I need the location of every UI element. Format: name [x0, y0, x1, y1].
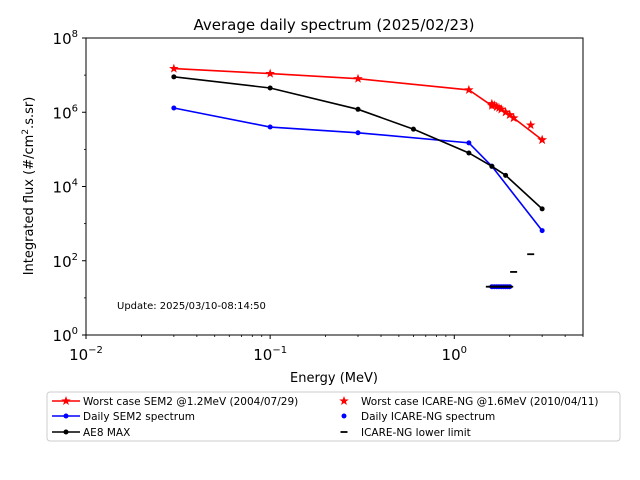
y-tick-label-exponent: 8: [72, 29, 78, 40]
y-tick-label-base: 10: [53, 30, 72, 48]
y-tick-label: 106: [53, 103, 78, 122]
data-point: [496, 104, 507, 114]
data-point: [169, 63, 179, 73]
data-point: [267, 85, 273, 91]
legend-box: [46, 391, 621, 442]
legend-label: Daily SEM2 spectrum: [83, 411, 195, 423]
y-tick-label: 108: [53, 29, 78, 48]
data-point: [464, 84, 474, 94]
data-point: [171, 74, 177, 80]
legend-item: Worst case ICARE-NG @1.6MeV (2010/04/11): [339, 396, 599, 408]
data-point: [539, 228, 545, 234]
y-tick-label-base: 10: [53, 104, 72, 122]
series-line: [173, 107, 543, 232]
data-point: [500, 107, 511, 117]
y-tick-label-base: 10: [53, 179, 72, 197]
legend-marker: [63, 413, 69, 419]
series-2: [171, 74, 545, 212]
y-tick-label-exponent: 0: [72, 326, 78, 337]
y-tick-label-exponent: 4: [72, 178, 78, 189]
legend-marker: [61, 396, 71, 406]
data-point: [503, 172, 509, 178]
legend: Worst case SEM2 @1.2MeV (2004/07/29) Dail…: [46, 391, 621, 442]
x-tick-label: 10−1: [253, 345, 287, 364]
x-axis-label: Energy (MeV): [290, 371, 378, 386]
legend-marker: [339, 396, 349, 406]
x-tick-label-base: 10: [253, 346, 272, 364]
series-4: [489, 284, 513, 290]
data-point: [489, 100, 500, 110]
update-annotation: Update: 2025/03/10-08:14:50: [117, 301, 266, 312]
plot-area: [169, 63, 547, 290]
y-tick-label: 104: [53, 178, 78, 197]
y-axis-label-tail: .s.sr): [22, 97, 37, 129]
y-tick-label-base: 10: [53, 253, 72, 271]
series-line: [173, 76, 543, 210]
data-point: [265, 68, 275, 78]
data-point: [466, 150, 472, 156]
x-axis: 10−2 10−1 100: [69, 335, 584, 364]
data-point: [491, 101, 502, 111]
data-point: [355, 130, 361, 136]
data-point: [508, 113, 519, 123]
data-point: [487, 98, 497, 108]
series-5: [485, 253, 535, 288]
series-3: [487, 98, 547, 144]
data-point: [171, 105, 177, 111]
x-tick-label-exponent: 0: [461, 345, 467, 356]
data-point: [466, 140, 472, 146]
data-point: [537, 134, 547, 144]
y-tick-label-exponent: 2: [72, 252, 78, 263]
x-tick-label-exponent: −2: [88, 345, 103, 356]
data-point: [539, 206, 545, 212]
x-tick-label: 100: [442, 345, 467, 364]
y-tick-label: 100: [53, 326, 78, 345]
x-tick-label-base: 10: [442, 346, 461, 364]
data-point: [494, 103, 504, 113]
y-tick-label-exponent: 6: [72, 103, 78, 114]
y-axis-label-superscript: 2: [21, 129, 31, 135]
x-tick-label-exponent: −1: [272, 345, 287, 356]
y-tick-label-base: 10: [53, 327, 72, 345]
y-axis-label-main: Integrated flux (#/cm: [22, 135, 37, 276]
legend-marker: [341, 413, 347, 419]
data-point: [525, 120, 536, 130]
chart-title: Average daily spectrum (2025/02/23): [194, 16, 475, 34]
legend-label: ICARE-NG lower limit: [361, 427, 471, 439]
legend-item: ICARE-NG lower limit: [340, 427, 471, 439]
data-point: [267, 124, 273, 130]
legend-item: Worst case SEM2 @1.2MeV (2004/07/29): [52, 396, 298, 408]
legend-label: Daily ICARE-NG spectrum: [361, 411, 495, 423]
legend-label: Worst case ICARE-NG @1.6MeV (2010/04/11): [361, 396, 599, 408]
legend-label: Worst case SEM2 @1.2MeV (2004/07/29): [83, 396, 298, 408]
y-tick-label: 102: [53, 252, 78, 271]
y-axis-label: Integrated flux (#/cm2.s.sr): [21, 97, 37, 276]
data-point: [504, 109, 515, 119]
data-point: [353, 73, 363, 83]
x-tick-label: 10−2: [69, 345, 103, 364]
legend-label: AE8 MAX: [83, 427, 130, 439]
legend-item: Daily ICARE-NG spectrum: [341, 411, 495, 423]
series-1: [171, 105, 545, 234]
x-tick-label-base: 10: [69, 346, 88, 364]
data-point: [489, 163, 495, 169]
legend-item: AE8 MAX: [52, 427, 130, 439]
data-point: [355, 106, 361, 112]
legend-item: Daily SEM2 spectrum: [52, 411, 195, 423]
legend-marker: [63, 429, 69, 435]
data-point: [410, 126, 416, 132]
